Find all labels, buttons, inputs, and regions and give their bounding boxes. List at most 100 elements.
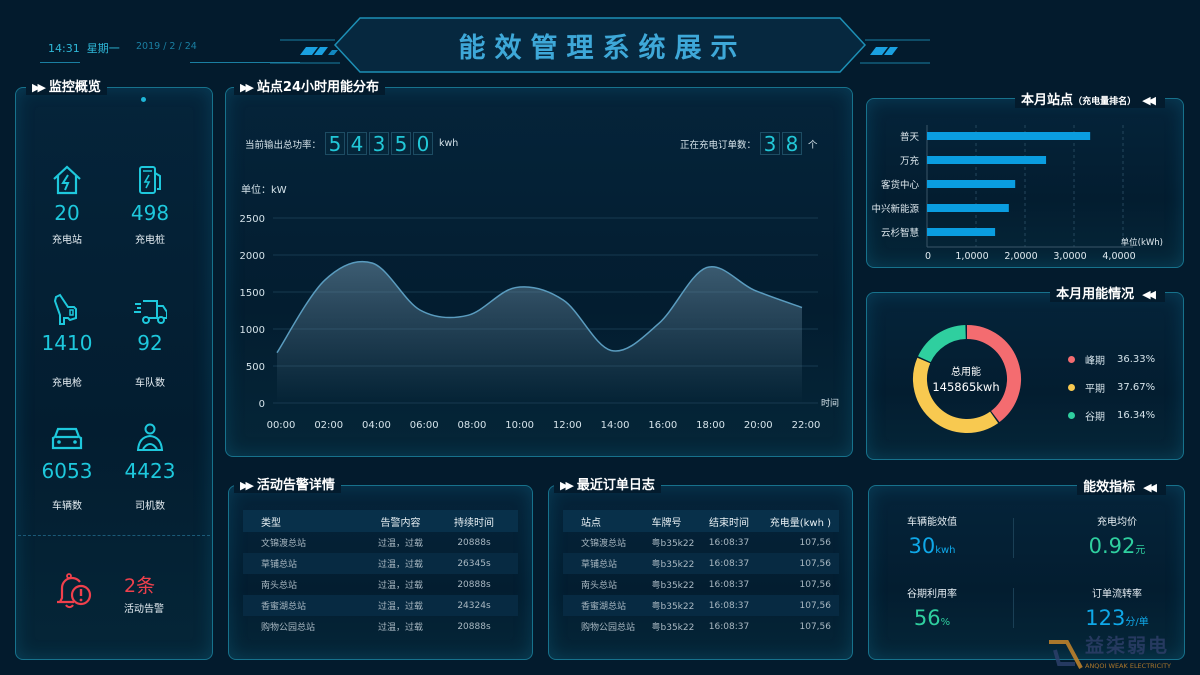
table-cell: 购物公园总站 (261, 623, 316, 633)
legend-dot-icon (1068, 355, 1075, 363)
stat-value: 4423 (124, 459, 176, 483)
kpi-0: 车辆能效值 30kwh (857, 513, 1007, 558)
table-row[interactable]: 南头总站 过温，过载 20888s (243, 574, 518, 595)
table-row[interactable]: 南头总站 粤b35k22 16:08:37 107,56 (563, 574, 839, 595)
chevron-icon: ▶▶ (560, 479, 574, 492)
chevron-left-icon: ◀◀ (1142, 94, 1156, 107)
y-category-label: 普天 (900, 131, 920, 143)
clock-weekday: 星期一 (86, 42, 120, 55)
table-row[interactable]: 购物公园总站 粤b35k22 16:08:37 107,56 (563, 616, 839, 637)
legend-item[interactable]: 平期 37.67% (1068, 373, 1155, 401)
column-header[interactable]: 类型 (243, 510, 363, 532)
column-header[interactable]: 车牌号 (651, 510, 705, 532)
column-header[interactable]: 结束时间 (704, 510, 754, 532)
table-cell: 24324s (438, 595, 518, 616)
table-row[interactable]: 草铺总站 粤b35k22 16:08:37 107,56 (563, 553, 839, 574)
table-row[interactable]: 香蜜湖总站 过温，过载 24324s (243, 595, 518, 616)
y-tick-label: 500 (246, 362, 265, 373)
y-tick-label: 2500 (240, 214, 265, 225)
area-fill (277, 261, 802, 403)
table-row[interactable]: 文锦渡总站 过温，过载 20888s (243, 532, 518, 553)
header-line-left (40, 62, 80, 63)
bar-1 (927, 156, 1047, 164)
usage-donut-chart (913, 325, 1021, 433)
stat-value: 20 (54, 201, 80, 225)
table-header-row: 类型 告警内容 持续时间 (243, 510, 518, 532)
table-cell: 文锦渡总站 (261, 539, 307, 549)
table-row[interactable]: 文锦渡总站 粤b35k22 16:08:37 107,56 (563, 532, 839, 553)
bar-0 (927, 132, 1091, 140)
table-cell: 107,56 (799, 537, 832, 548)
table-row[interactable]: 香蜜湖总站 粤b35k22 16:08:37 107,56 (563, 595, 839, 616)
table-cell: 107,56 (753, 595, 839, 616)
x-tick-label: 10:00 (505, 420, 534, 431)
table-cell: 107,56 (753, 553, 839, 574)
alarm-count[interactable]: 2条 (124, 575, 156, 597)
y-category-label: 中兴新能源 (871, 203, 919, 215)
donut-center-label: 总用能 (951, 367, 981, 378)
digit-box: 5 (325, 132, 346, 155)
stat-label: 车辆数 (52, 501, 82, 512)
x-tick-label: 16:00 (648, 420, 677, 431)
overview-divider (18, 535, 210, 536)
column-header[interactable]: 持续时间 (438, 510, 518, 532)
stat-car: 6053 车辆数 (22, 421, 112, 512)
donut-center-value: 145865kwh (932, 380, 1000, 394)
table-cell: 粤b35k22 (651, 553, 705, 574)
charging-gun-icon (22, 293, 112, 327)
orders-table: 站点 车牌号 结束时间 充电量(kwh ) 文锦渡总站 粤b35k22 16:08:37 10… (563, 510, 839, 637)
charging-station-icon (22, 163, 112, 197)
legend-name: 峰期 (1085, 355, 1105, 367)
stat-charging-gun: 1410 充电枪 (22, 293, 112, 389)
table-row[interactable]: 购物公园总站 过温，过载 20888s (243, 616, 518, 637)
y-tick-label: 1000 (240, 325, 265, 336)
alarms-title: ▶▶ 活动告警详情 (234, 474, 341, 493)
orders-title-text: 最近订单日志 (576, 478, 655, 493)
orders-title: ▶▶ 最近订单日志 (554, 474, 661, 493)
x-tick-label: 08:00 (457, 420, 486, 431)
legend-dot-icon (1068, 411, 1075, 419)
x-axis-label: 时间 (821, 397, 839, 409)
stat-charging-pile: 498 充电桩 (105, 163, 195, 246)
kpi-divider (1013, 518, 1014, 558)
kpi-value: 30kwh (857, 534, 1007, 558)
x-tick-label: 20:00 (744, 420, 773, 431)
watermark-sub: ANQOI WEAK ELECTRICITY (1085, 662, 1172, 670)
y-category-label: 客货中心 (881, 179, 920, 191)
legend-item[interactable]: 谷期 16.34% (1068, 401, 1155, 429)
legend-value: 37.67% (1117, 381, 1156, 393)
table-cell: 16:08:37 (704, 553, 754, 574)
donut-slice-1 (913, 357, 999, 433)
kpi-title-text: 能效指标 (1083, 480, 1136, 495)
table-row[interactable]: 草铺总站 过温，过载 26345s (243, 553, 518, 574)
x-tick-label: 4,0000 (1102, 251, 1135, 262)
table-header-row: 站点 车牌号 结束时间 充电量(kwh ) (563, 510, 839, 532)
column-header[interactable]: 站点 (563, 510, 652, 532)
header-clock: 14:31 星期一 (48, 40, 120, 56)
digit-box: 0 (413, 132, 434, 155)
legend-item[interactable]: 峰期 36.33% (1068, 345, 1155, 373)
x-tick-label: 00:00 (267, 420, 296, 431)
kpi-title: 能效指标 ◀◀ (1077, 476, 1166, 495)
kpi-label: 车辆能效值 (907, 517, 957, 528)
table-cell: 过温，过载 (377, 623, 423, 633)
digit-box: 4 (347, 132, 368, 155)
overview-title-text: 监控概览 (48, 80, 101, 95)
car-icon (22, 421, 112, 455)
kpi-1: 充电均价 0.92元 (1042, 513, 1192, 558)
energy24h-title-text: 站点24小时用能分布 (256, 80, 380, 95)
x-tick-label: 22:00 (792, 420, 821, 431)
charging-pile-icon (105, 163, 195, 197)
chevron-icon: ▶▶ (240, 81, 254, 94)
column-header[interactable]: 告警内容 (363, 510, 438, 532)
table-cell: 20888s (457, 621, 491, 632)
ranking-bar-chart: 0 1,0000 2,0000 3,0000 4,0000 普天万充客货中心中兴新能源云杉… (871, 125, 1163, 262)
overview-title: ▶▶ 监控概览 (26, 76, 107, 95)
table-cell: 香蜜湖总站 (563, 595, 652, 616)
column-header[interactable]: 充电量(kwh ) (753, 510, 839, 532)
donut-legend: 峰期 36.33% 平期 37.67% 谷期 16.34% (1068, 345, 1155, 429)
x-tick-label: 18:00 (696, 420, 725, 431)
table-cell: 107,56 (799, 621, 832, 632)
page-title: 能效管理系统展示 (458, 33, 747, 64)
